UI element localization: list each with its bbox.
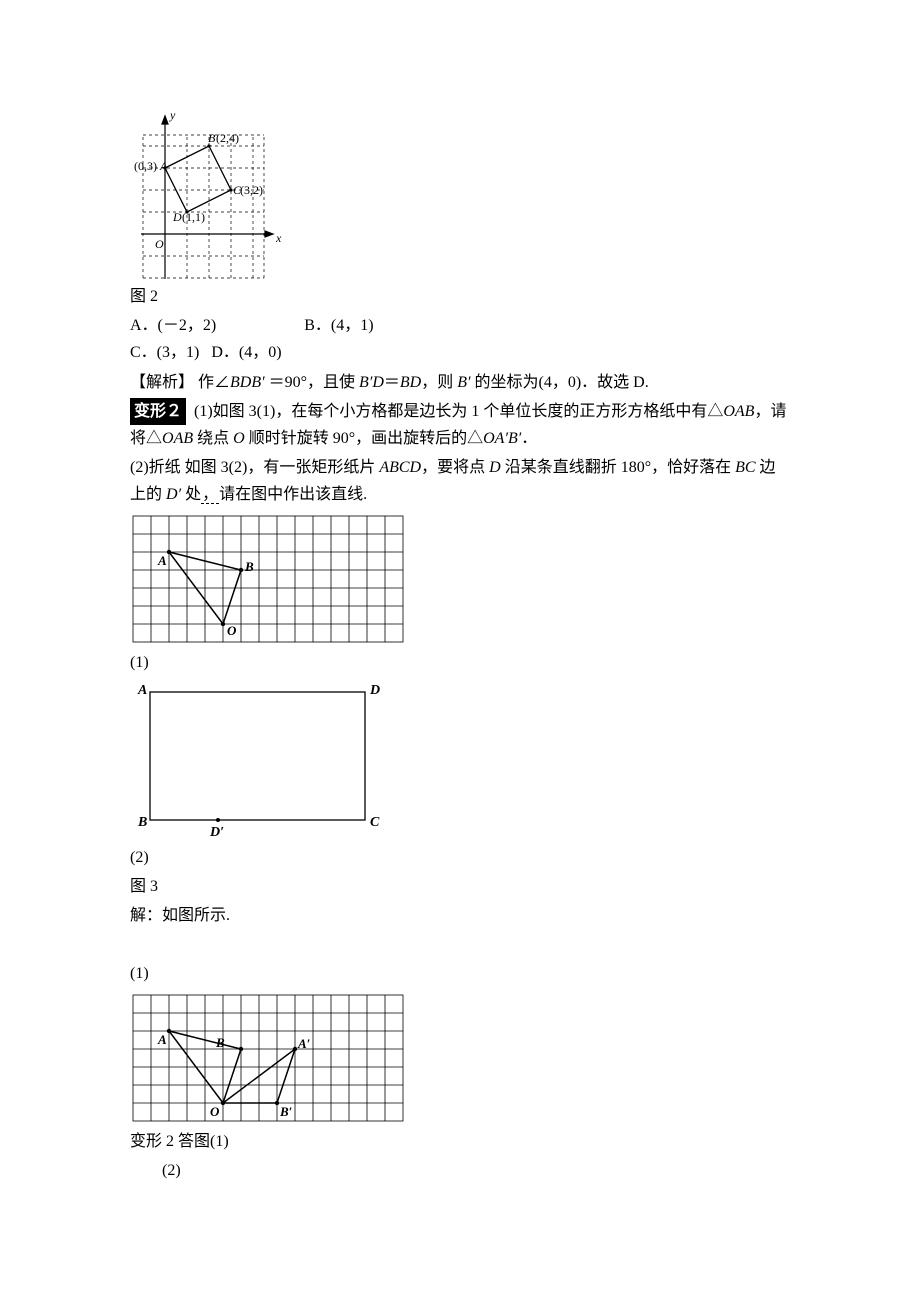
svg-text:A: A (137, 683, 147, 698)
figure-1-caption: 图 2 (130, 283, 790, 310)
svg-text:(0,3): (0,3) (134, 159, 157, 173)
figure-grid-triangle: A B O (130, 513, 790, 645)
svg-text:D: D (369, 683, 380, 698)
svg-text:B′: B′ (279, 1104, 293, 1119)
svg-text:B: B (208, 131, 216, 145)
variant-question-2: (2)折纸 如图 3(2)，有一张矩形纸片 ABCD，要将点 D 沿某条直线翻折… (130, 454, 790, 508)
svg-text:O: O (155, 237, 164, 251)
choices-row-2: C．(3，1) D．(4，0) (130, 339, 790, 366)
choice-d: D．(4，0) (211, 344, 281, 361)
choice-b: B．(4，1) (304, 317, 373, 334)
explanation-prefix: 【解析】 (130, 374, 194, 391)
answer-1-caption: 变形 2 答图(1) (130, 1128, 790, 1155)
svg-text:B: B (215, 1035, 225, 1050)
svg-text:(2,4): (2,4) (216, 131, 239, 145)
figure-rectangle: A D B C D′ (130, 680, 790, 840)
trailing-sub: (2) (130, 1157, 790, 1184)
svg-text:O: O (227, 623, 237, 638)
choices-row-1: A．(－2，2) B．(4，1) (130, 312, 790, 339)
explanation-paragraph: 【解析】 作∠BDB′ ＝90°，且使 B′D＝BD，则 B′ 的坐标为(4，0… (130, 369, 790, 396)
figure-answer-grid: A B O A′ B′ (130, 992, 790, 1124)
svg-text:D′: D′ (209, 825, 224, 840)
solution-intro: 解：如图所示. (130, 902, 790, 929)
svg-text:D: D (172, 210, 182, 224)
figure-3-caption: 图 3 (130, 873, 790, 900)
choice-a: A．(－2，2) (130, 317, 216, 334)
svg-text:B: B (137, 815, 147, 830)
svg-text:(3,2): (3,2) (240, 183, 263, 197)
svg-text:A: A (157, 1032, 167, 1047)
svg-text:B: B (244, 559, 254, 574)
choice-c: C．(3，1) (130, 344, 199, 361)
svg-text:A: A (159, 159, 168, 173)
svg-text:A′: A′ (297, 1036, 311, 1051)
variant-question-1: 变形２ (1)如图 3(1)，在每个小方格都是边长为 1 个单位长度的正方形方格… (130, 398, 790, 452)
svg-text:O: O (210, 1104, 220, 1119)
svg-text:A: A (157, 553, 167, 568)
rect-sub: (2) (130, 844, 790, 871)
svg-text:(1,1): (1,1) (182, 210, 205, 224)
svg-text:C: C (370, 815, 380, 830)
svg-text:x: x (275, 231, 282, 245)
svg-text:y: y (169, 108, 176, 122)
ans1-sub: (1) (130, 960, 790, 987)
variant-badge: 变形２ (130, 398, 186, 425)
grid1-sub: (1) (130, 649, 790, 676)
figure-coord-grid: (0,3) A B (2,4) C (3,2) D (1,1) O x y (130, 104, 790, 279)
